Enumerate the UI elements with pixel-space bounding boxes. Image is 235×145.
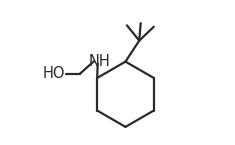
Text: HO: HO: [42, 66, 65, 81]
Text: NH: NH: [89, 54, 110, 69]
